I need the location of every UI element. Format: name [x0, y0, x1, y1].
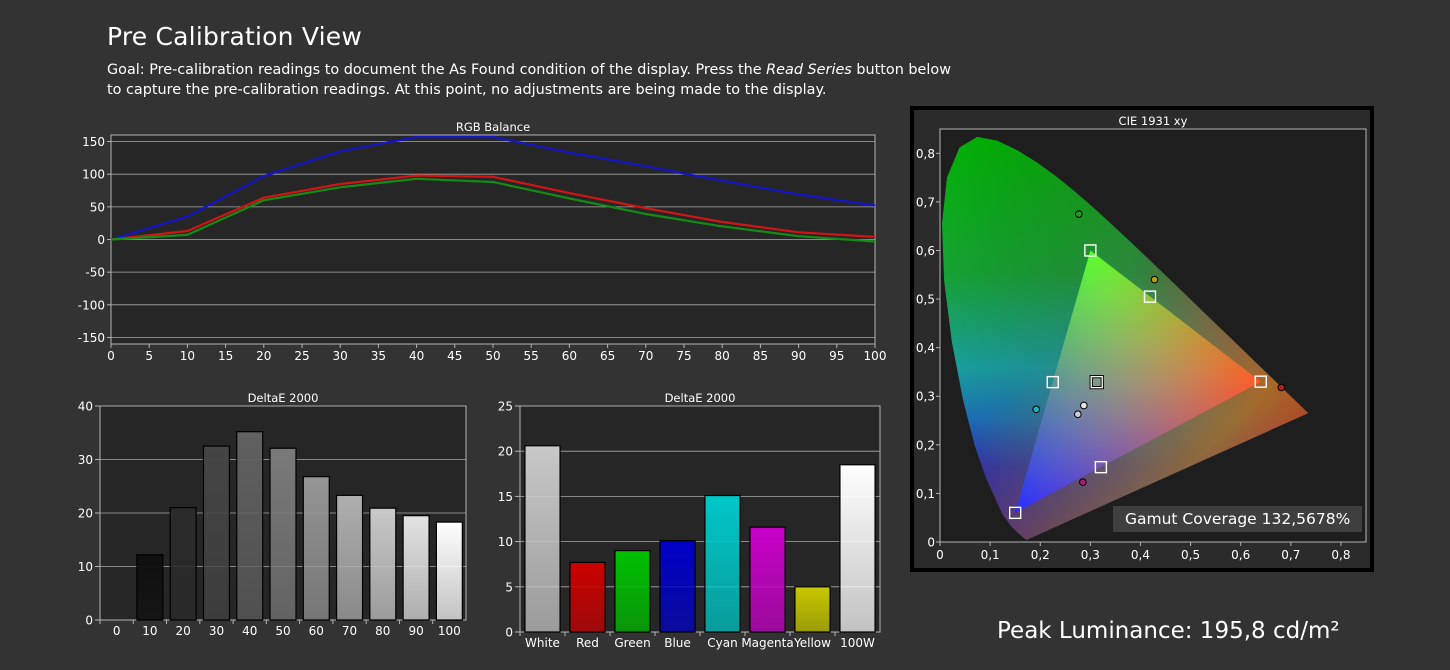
rgb-x-tick-label: 75 [676, 349, 691, 363]
color-bar [524, 445, 561, 633]
gray-bar [302, 476, 330, 621]
color-category-label: Magenta [741, 636, 793, 650]
gray-category-label: 90 [408, 624, 423, 638]
gray-category-label: 60 [309, 624, 324, 638]
color-chart-title: DeltaE 2000 [665, 391, 736, 405]
gray-y-tick-label: 40 [78, 400, 93, 414]
gray-bar [435, 521, 463, 621]
rgb-y-tick-label: 50 [90, 200, 105, 214]
page-title: Pre Calibration View [107, 22, 362, 51]
rgb-plot-area [110, 134, 876, 345]
color-category-label: White [525, 636, 560, 650]
color-y-tick-label: 10 [498, 535, 513, 549]
color-bar [749, 526, 786, 633]
color-bar [614, 550, 651, 633]
color-y-tick-label: 0 [505, 626, 513, 640]
rgb-x-tick-label: 70 [638, 349, 653, 363]
color-category-label: Green [614, 636, 650, 650]
gray-bar [369, 507, 397, 621]
gray-bar [402, 515, 430, 621]
rgb-x-tick-label: 5 [145, 349, 153, 363]
gray-bar [236, 431, 264, 621]
rgb-y-tick-label: 150 [82, 135, 105, 149]
rgb-blue-line [110, 135, 876, 241]
rgb-x-tick-label: 90 [791, 349, 806, 363]
rgb-x-tick-label: 100 [864, 349, 887, 363]
rgb-green-line [110, 177, 876, 243]
rgb-x-tick-label: 40 [409, 349, 424, 363]
gray-bar [169, 507, 197, 621]
color-bar [659, 540, 696, 633]
gray-y-tick-label: 0 [85, 614, 93, 628]
color-category-label: Red [576, 636, 599, 650]
gray-plot-area [99, 405, 467, 621]
rgb-x-tick-label: 10 [180, 349, 195, 363]
color-category-label: Blue [664, 636, 691, 650]
rgb-x-tick-label: 35 [371, 349, 386, 363]
goal-text-emphasis: Read Series [766, 62, 852, 78]
goal-text-end: button below to capture the pre-calibrat… [107, 62, 951, 98]
color-y-tick-label: 25 [498, 400, 513, 414]
gray-category-label: 40 [242, 624, 257, 638]
rgb-x-tick-label: 55 [524, 349, 539, 363]
color-category-label: 100W [840, 636, 875, 650]
rgb-x-tick-label: 95 [829, 349, 844, 363]
color-bar [794, 586, 831, 633]
gray-category-label: 10 [142, 624, 157, 638]
gray-category-label: 30 [209, 624, 224, 638]
gray-bar [335, 494, 364, 621]
color-bar [704, 494, 741, 633]
gray-category-label: 100 [438, 624, 461, 638]
rgb-x-tick-label: 50 [485, 349, 500, 363]
gray-bar [202, 445, 231, 621]
gray-category-label: 0 [113, 624, 121, 638]
rgb-x-tick-label: 65 [600, 349, 615, 363]
cie-chart-frame [910, 106, 1374, 572]
rgb-y-tick-label: -100 [78, 298, 105, 312]
goal-text-start: Goal: Pre-calibration readings to docume… [107, 62, 767, 78]
rgb-x-tick-label: 20 [256, 349, 271, 363]
rgb-x-tick-label: 60 [562, 349, 577, 363]
color-y-tick-label: 20 [498, 445, 513, 459]
rgb-y-tick-label: -50 [85, 266, 105, 280]
gamut-coverage-label: Gamut Coverage 132,5678% [1113, 506, 1363, 532]
gray-y-tick-label: 10 [78, 560, 93, 574]
rgb-x-tick-label: 80 [715, 349, 730, 363]
gray-category-label: 50 [275, 624, 290, 638]
color-bar [839, 464, 876, 633]
rgb-x-tick-label: 15 [218, 349, 233, 363]
color-plot-area [519, 405, 881, 633]
rgb-x-tick-label: 45 [447, 349, 462, 363]
color-y-tick-label: 5 [505, 580, 513, 594]
rgb-chart-title: RGB Balance [456, 120, 530, 134]
color-bar [569, 561, 606, 633]
rgb-x-tick-label: 85 [753, 349, 768, 363]
color-category-label: Cyan [707, 636, 737, 650]
rgb-x-tick-label: 0 [107, 349, 115, 363]
gray-bar [136, 554, 164, 621]
page-goal-text: Goal: Pre-calibration readings to docume… [107, 60, 957, 100]
gray-y-tick-label: 30 [78, 453, 93, 467]
rgb-x-tick-label: 25 [294, 349, 309, 363]
gray-category-label: 20 [176, 624, 191, 638]
rgb-y-tick-label: -150 [78, 331, 105, 345]
gray-category-label: 70 [342, 624, 357, 638]
gray-chart-title: DeltaE 2000 [248, 391, 319, 405]
rgb-x-tick-label: 30 [333, 349, 348, 363]
gray-y-tick-label: 20 [78, 507, 93, 521]
rgb-y-tick-label: 0 [97, 233, 105, 247]
peak-luminance-label: Peak Luminance: 195,8 cd/m² [997, 618, 1340, 644]
rgb-y-tick-label: 100 [82, 168, 105, 182]
color-category-label: Yellow [793, 636, 831, 650]
gray-bar [269, 447, 297, 621]
rgb-red-line [110, 174, 876, 241]
gray-category-label: 80 [375, 624, 390, 638]
color-y-tick-label: 15 [498, 490, 513, 504]
